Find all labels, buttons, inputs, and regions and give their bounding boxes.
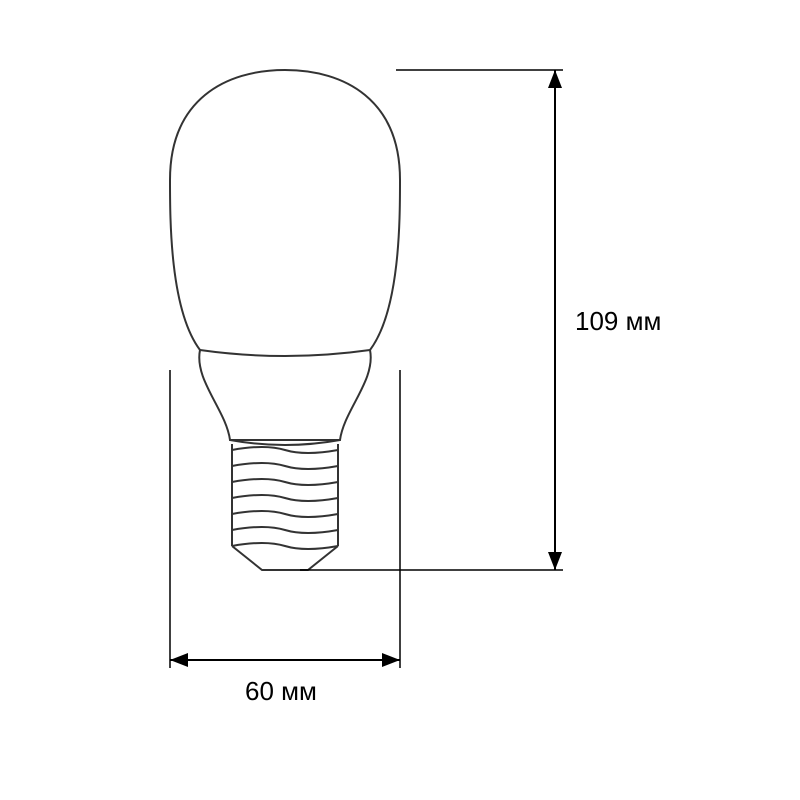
dimension-diagram: 109 мм 60 мм: [0, 0, 800, 800]
dimension-annotations: 109 мм 60 мм: [170, 70, 661, 706]
width-dimension-label: 60 мм: [245, 676, 317, 706]
height-dimension-label: 109 мм: [575, 306, 661, 336]
lightbulb-outline: [170, 70, 400, 570]
